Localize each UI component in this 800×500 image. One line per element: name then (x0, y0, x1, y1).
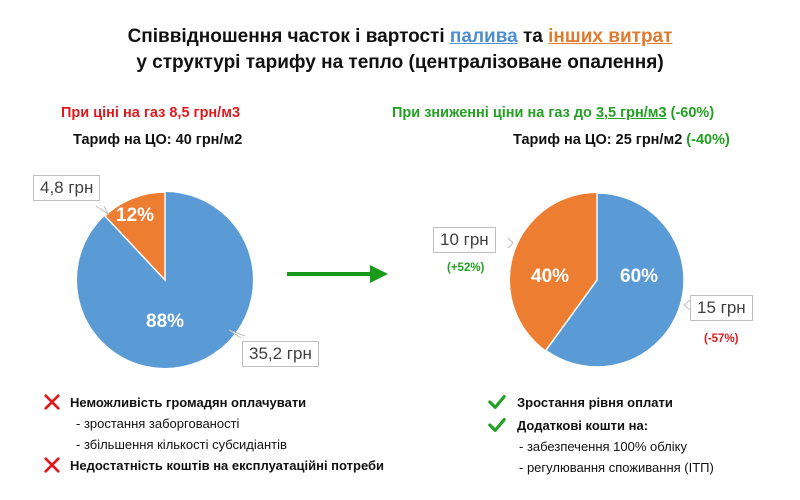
right-other-callout: 10 грн (433, 227, 496, 253)
cons-item-label: Неможливість громадян оплачувати (70, 395, 307, 410)
cross-icon (44, 457, 60, 473)
left-pie-other-slice (103, 191, 166, 282)
title-text: та (517, 26, 549, 47)
left-other-callout: 4,8 грн (33, 175, 101, 201)
pros-list: Зростання рівня оплати Додаткові кошти н… (488, 392, 714, 478)
cons-item-label: Недостатність коштів на експлуатаційні п… (70, 458, 385, 473)
cons-subitem: - збільшення кількості субсидіантів (76, 437, 287, 452)
cons-list: Неможливість громадян оплачувати - зрост… (44, 392, 385, 476)
left-fuel-callout: 35,2 грн (242, 341, 319, 367)
arrow-icon (287, 265, 388, 283)
title-text: Співвідношення часток і вартості (127, 26, 450, 47)
cons-subitem: - зростання заборгованості (76, 416, 240, 431)
right-other-change: (+52%) (447, 262, 485, 274)
right-gas-price-value: 3,5 грн/м3 (595, 105, 667, 121)
left-tariff: Тариф на ЦО: 40 грн/м2 (73, 132, 243, 148)
pros-item: Додаткові кошти на: (488, 415, 714, 436)
right-other-pct: 40% (531, 266, 570, 287)
left-callout-pointer (95, 205, 110, 216)
left-gas-price: При ціні на газ 8,5 грн/м3 (61, 105, 241, 121)
pros-item: Зростання рівня оплати (488, 392, 714, 413)
right-fuel-change: (-57%) (704, 333, 739, 345)
right-tariff: Тариф на ЦО: 25 грн/м2 (-40%) (513, 132, 730, 148)
right-pie-fuel-slice (544, 192, 685, 368)
chart-title-line2: у структурі тарифу на тепло (централізов… (136, 52, 664, 73)
title-fuel-label: палива (449, 26, 518, 47)
left-other-pct: 12% (116, 205, 155, 226)
right-callout-pointer (507, 237, 514, 249)
right-gas-price: При зниженні ціни на газ до 3,5 грн/м3 (… (392, 105, 714, 121)
right-tariff-change: (-40%) (686, 132, 730, 148)
right-tariff-prefix: Тариф на ЦО: 25 грн/м2 (513, 132, 687, 148)
right-gas-price-prefix: При зниженні ціни на газ до (392, 105, 596, 121)
left-fuel-pct: 88% (146, 311, 185, 332)
pros-subitem: - забезпечення 100% обліку (519, 439, 687, 454)
cons-item: Неможливість громадян оплачувати (44, 392, 384, 413)
pros-item-label: Зростання рівня оплати (517, 395, 673, 410)
right-callout-pointer (683, 299, 691, 311)
right-pie (507, 192, 691, 368)
right-gas-price-change: (-60%) (666, 105, 715, 121)
pros-subitem: - регулювання споживання (ІТП) (519, 460, 714, 475)
right-fuel-pct: 60% (620, 266, 659, 287)
checkmark-icon (488, 418, 506, 432)
checkmark-icon (488, 395, 506, 409)
chart-title-line1: Співвідношення часток і вартості палива … (0, 24, 800, 50)
left-callout-pointer (228, 329, 246, 339)
cons-item: Недостатність коштів на експлуатаційні п… (44, 455, 385, 476)
title-other-costs-label: інших витрат (548, 26, 673, 47)
right-fuel-callout: 15 грн (690, 295, 753, 321)
left-pie (77, 191, 253, 368)
cross-icon (44, 394, 60, 410)
pros-item-label: Додаткові кошти на: (517, 418, 649, 433)
